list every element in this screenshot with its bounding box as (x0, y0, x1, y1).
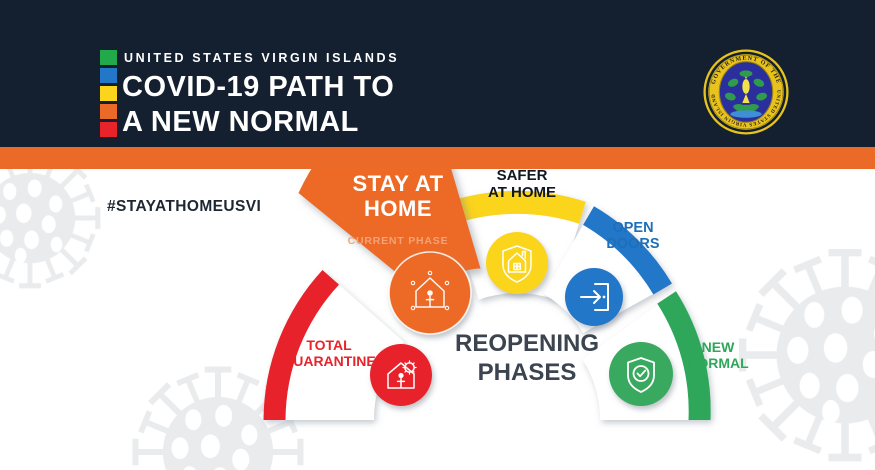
center-line2: PHASES (477, 358, 577, 386)
badge-stay-at-home[interactable] (388, 251, 472, 335)
label-new-normal: NEW NORMAL (687, 339, 749, 371)
shield-house-icon (502, 245, 532, 283)
government-seal: GOVERNMENT OF THE UNITED STATES VIRGIN I… (700, 46, 790, 136)
header-kicker: UNITED STATES VIRGIN ISLANDS (124, 51, 400, 65)
badge-safer-at-home[interactable] (486, 232, 548, 294)
header-title-line1: COVID-19 PATH TO (122, 71, 395, 103)
label-open-doors: OPEN DOORS (606, 220, 660, 253)
swatch-yellow (100, 86, 117, 101)
badge-open-doors[interactable] (565, 268, 623, 326)
swatch-orange (100, 104, 117, 119)
color-swatch-strip (100, 50, 117, 140)
label-current-phase: CURRENT PHASE (347, 235, 449, 247)
badge-total-quarantine[interactable] (370, 344, 432, 406)
center-line1: REOPENING (454, 330, 600, 357)
label-safer-at-home: SAFER AT HOME (487, 167, 557, 201)
house-person-virus-icon (387, 360, 417, 389)
door-enter-icon (580, 283, 609, 311)
hashtag-text: #STAYATHOMEUSVI (107, 198, 262, 215)
swatch-red (100, 122, 117, 137)
label-stay-at-home: STAY AT HOME (352, 171, 444, 221)
label-total-quarantine: TOTAL QUARANTINE (282, 337, 376, 369)
accent-band (0, 147, 875, 169)
badge-new-normal[interactable] (609, 342, 673, 406)
house-person-distancing-icon (410, 270, 450, 311)
header-title-line2: A NEW NORMAL (122, 106, 359, 138)
gauge-center-title: REOPENING PHASES (437, 330, 617, 388)
swatch-green (100, 50, 117, 65)
swatch-blue (100, 68, 117, 83)
shield-check-icon (627, 357, 655, 393)
